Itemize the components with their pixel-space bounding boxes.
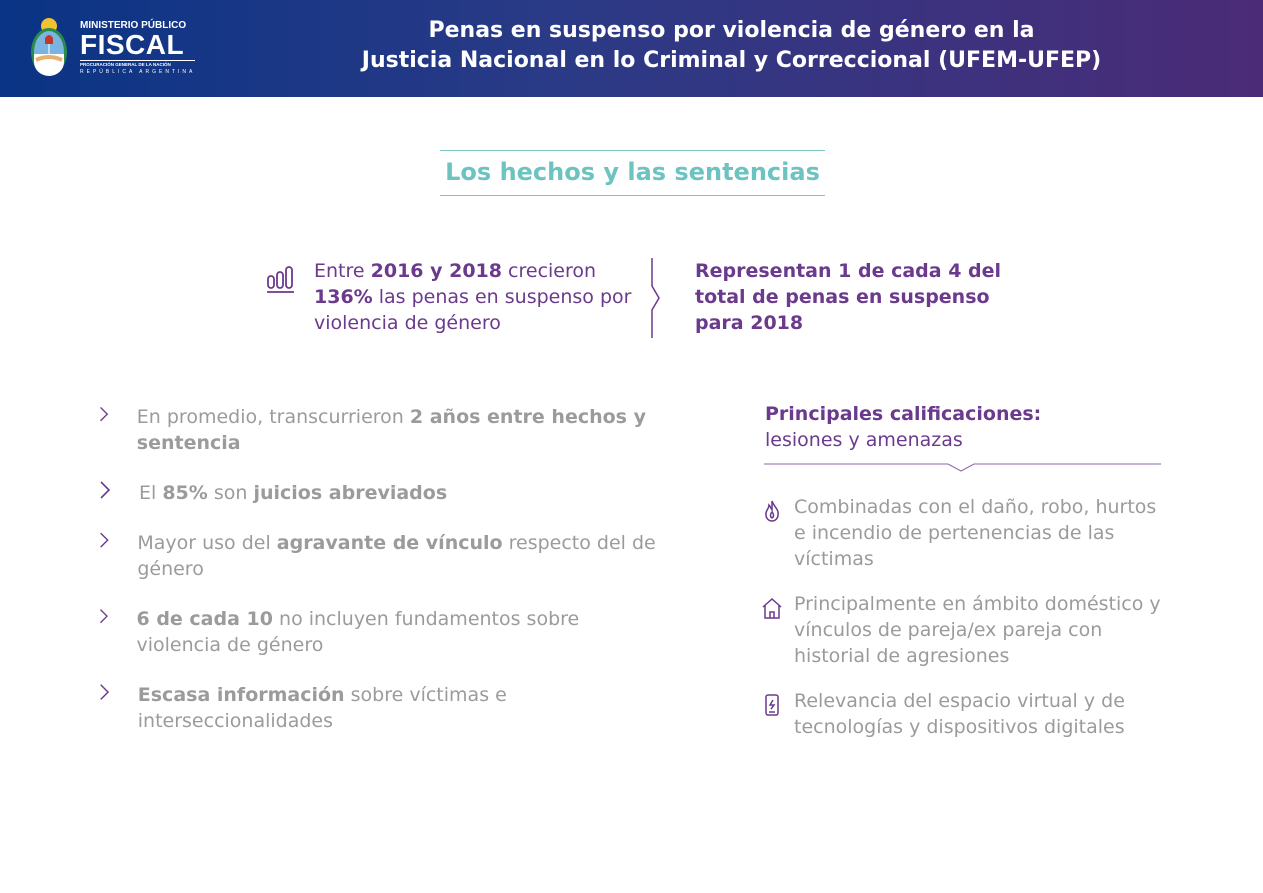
header-banner: MINISTERIO PÚBLICO FISCAL PROCURACIÓN GE…: [0, 0, 1263, 97]
calificacion-item: Combinadas con el daño, robo, hurtos e i…: [760, 494, 1170, 572]
logo-line3: PROCURACIÓN GENERAL DE LA NACIÓN: [80, 62, 171, 68]
section-title: Los hechos y las sentencias: [440, 150, 825, 196]
text: El: [139, 482, 163, 504]
text: son: [207, 482, 254, 504]
chevron-right-icon: [100, 481, 111, 499]
findings-list: En promedio, transcurrieron 2 años entre…: [98, 404, 658, 758]
stat-growth-text: Entre 2016 y 2018 crecieron 136% las pen…: [314, 258, 634, 336]
finding-item: 6 de cada 10 no incluyen fundamentos sob…: [98, 606, 658, 658]
phone-icon: [765, 694, 779, 716]
page-title: Penas en suspenso por violencia de géner…: [230, 16, 1233, 76]
text: En promedio, transcurrieron: [136, 406, 410, 428]
finding-item: En promedio, transcurrieron 2 años entre…: [98, 404, 658, 456]
bold-text: 2016 y 2018: [370, 260, 503, 282]
calificaciones-subheading: lesiones y amenazas: [765, 429, 963, 451]
text: crecieron: [502, 260, 597, 282]
title-line2: Justicia Nacional en lo Criminal y Corre…: [361, 48, 1102, 73]
divider-chevron: [651, 258, 660, 338]
bold-text: agravante de vínculo: [276, 532, 503, 554]
heading-underline: [764, 463, 1161, 472]
finding-item: Mayor uso del agravante de vínculo respe…: [98, 530, 658, 582]
text: las penas en suspenso por violencia de g…: [314, 286, 632, 334]
bold-text: 6 de cada 10: [136, 608, 273, 630]
chevron-right-icon: [100, 684, 110, 700]
bold-text: 136%: [314, 286, 373, 308]
calificacion-item: Relevancia del espacio virtual y de tecn…: [760, 688, 1170, 740]
calificacion-text: Combinadas con el daño, robo, hurtos e i…: [794, 496, 1157, 570]
flame-icon: [765, 500, 779, 522]
text: no incluyen fundamentos sobre violencia …: [136, 608, 580, 656]
calificacion-item: Principalmente en ámbito doméstico y vín…: [760, 591, 1170, 669]
calificacion-text: Relevancia del espacio virtual y de tecn…: [794, 690, 1125, 738]
logo-line1: MINISTERIO PÚBLICO: [80, 20, 187, 32]
chevron-right-icon: [99, 609, 108, 624]
bold-text: juicios abreviados: [253, 482, 448, 504]
finding-text: Escasa información sobre víctimas e inte…: [138, 682, 658, 734]
argentina-seal-icon: [31, 18, 67, 76]
chevron-right-icon: [100, 532, 109, 548]
title-line1: Penas en suspenso por violencia de géner…: [428, 18, 1035, 43]
bold-text: 2 años entre hechos y sentencia: [136, 406, 646, 454]
ministerio-logo: MINISTERIO PÚBLICO FISCAL PROCURACIÓN GE…: [28, 16, 196, 80]
text: Entre: [314, 260, 371, 282]
text: Mayor uso del: [137, 532, 277, 554]
finding-item: El 85% son juicios abreviados: [98, 480, 658, 506]
bar-chart-icon: [267, 266, 294, 293]
stat-proportion: Representan 1 de cada 4 del total de pen…: [695, 260, 1002, 334]
calificacion-text: Principalmente en ámbito doméstico y vín…: [794, 593, 1161, 667]
bold-text: 85%: [162, 482, 208, 504]
finding-text: En promedio, transcurrieron 2 años entre…: [137, 404, 658, 456]
calificaciones-heading: Principales calificaciones:: [765, 403, 1042, 425]
text: sobre víctimas e interseccionalidades: [137, 684, 507, 732]
house-icon: [762, 597, 782, 619]
chevron-right-icon: [100, 406, 109, 422]
calificaciones-header: Principales calificaciones: lesiones y a…: [765, 401, 1041, 453]
finding-text: 6 de cada 10 no incluyen fundamentos sob…: [136, 606, 658, 658]
text: respecto del de género: [137, 532, 656, 580]
logo-line4: REPÚBLICA ARGENTINA: [80, 68, 196, 75]
calificaciones-list: Combinadas con el daño, robo, hurtos e i…: [760, 494, 1170, 759]
logo-line2: FISCAL: [80, 31, 196, 62]
finding-item: Escasa información sobre víctimas e inte…: [98, 682, 658, 734]
stat-growth: Entre 2016 y 2018 crecieron 136% las pen…: [266, 258, 634, 336]
finding-text: Mayor uso del agravante de vínculo respe…: [137, 530, 658, 582]
finding-text: El 85% son juicios abreviados: [139, 480, 447, 506]
bold-text: Escasa información: [137, 684, 345, 706]
